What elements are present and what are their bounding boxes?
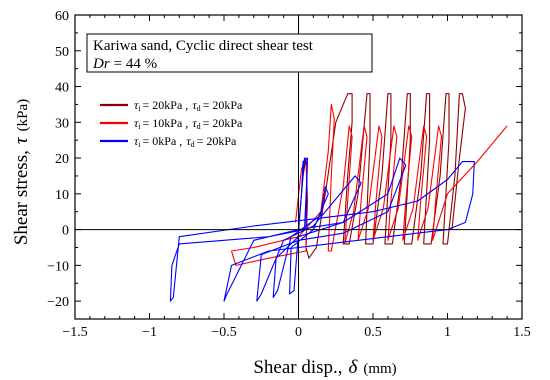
tick-layer: −1.5 −1 −0.5 0 0.5 1 1.5 −20 −10 0 10 20 30 40 50 60 bbox=[47, 9, 531, 340]
x-axis-label: Shear disp., bbox=[253, 357, 342, 378]
y-axis-unit: (kPa) bbox=[15, 99, 31, 132]
legend-tau-d-sub: d bbox=[191, 140, 195, 149]
legend-tau-d-symbol: τ bbox=[186, 134, 191, 148]
y-axis-label: Shear stress, bbox=[11, 150, 32, 245]
legend-tau-i-value: = 0kPa , bbox=[143, 134, 183, 148]
x-tick-label: −1 bbox=[142, 325, 157, 340]
legend-tau-i-value: = 20kPa , bbox=[143, 98, 189, 112]
x-tick-label: −1.5 bbox=[62, 325, 87, 340]
annotation-line-2: Dr = 44 % bbox=[92, 56, 157, 72]
legend-tau-i-value: = 10kPa , bbox=[143, 116, 189, 130]
legend-tau-d-value: = 20kPa bbox=[197, 134, 237, 148]
annotation-box: Kariwa sand, Cyclic direct shear test Dr… bbox=[86, 33, 373, 73]
legend-label: τi = 10kPa , τd = 20kPa bbox=[134, 116, 243, 131]
legend-tau-i-symbol: τ bbox=[134, 134, 139, 148]
x-tick-label: −0.5 bbox=[211, 325, 236, 340]
annotation-line-1: Kariwa sand, Cyclic direct shear test bbox=[93, 38, 314, 54]
annotation-dr-value: = 44 % bbox=[114, 56, 157, 72]
legend-label: τi = 20kPa , τd = 20kPa bbox=[134, 98, 243, 113]
annotation-frame bbox=[86, 33, 373, 73]
x-axis-unit: (mm) bbox=[363, 361, 396, 377]
y-tick-label: 10 bbox=[55, 188, 69, 203]
legend-tau-d-value: = 20kPa bbox=[203, 98, 243, 112]
legend-tau-d-sub: d bbox=[197, 122, 201, 131]
series-line-1-0 bbox=[230, 103, 508, 266]
legend-tau-i-sub: i bbox=[138, 104, 141, 113]
x-tick-label: 1 bbox=[444, 325, 451, 340]
series-line-0-0 bbox=[297, 93, 466, 259]
y-tick-label: 40 bbox=[55, 81, 69, 96]
annotation-dr-symbol: Dr bbox=[92, 56, 110, 72]
y-axis-title: Shear stress, τ (kPa) bbox=[11, 99, 32, 245]
legend-tau-d-sub: d bbox=[197, 104, 201, 113]
y-tick-label: 0 bbox=[62, 224, 69, 239]
legend-tau-i-symbol: τ bbox=[134, 98, 139, 112]
series-line-2-0 bbox=[169, 157, 475, 302]
y-tick-label: 30 bbox=[55, 116, 69, 131]
legend-tau-d-symbol: τ bbox=[192, 116, 197, 130]
x-tick-label: 0.5 bbox=[364, 325, 382, 340]
x-tick-label: 1.5 bbox=[513, 325, 531, 340]
legend-tau-d-symbol: τ bbox=[192, 98, 197, 112]
legend-tau-i-sub: i bbox=[138, 122, 141, 131]
y-tick-label: 60 bbox=[55, 9, 69, 24]
y-axis-symbol: τ bbox=[11, 136, 32, 144]
x-axis-symbol: δ bbox=[349, 357, 359, 378]
y-tick-label: −20 bbox=[47, 295, 69, 310]
legend-tau-d-value: = 20kPa bbox=[203, 116, 243, 130]
legend-tau-i-sub: i bbox=[138, 140, 141, 149]
legend-label: τi = 0kPa , τd = 20kPa bbox=[134, 134, 237, 149]
y-tick-label: 20 bbox=[55, 152, 69, 167]
legend-tau-i-symbol: τ bbox=[134, 116, 139, 130]
x-tick-label: 0 bbox=[295, 325, 302, 340]
y-tick-label: 50 bbox=[55, 45, 69, 60]
x-axis-title: Shear disp., δ (mm) bbox=[253, 357, 396, 378]
y-tick-label: −10 bbox=[47, 259, 69, 274]
